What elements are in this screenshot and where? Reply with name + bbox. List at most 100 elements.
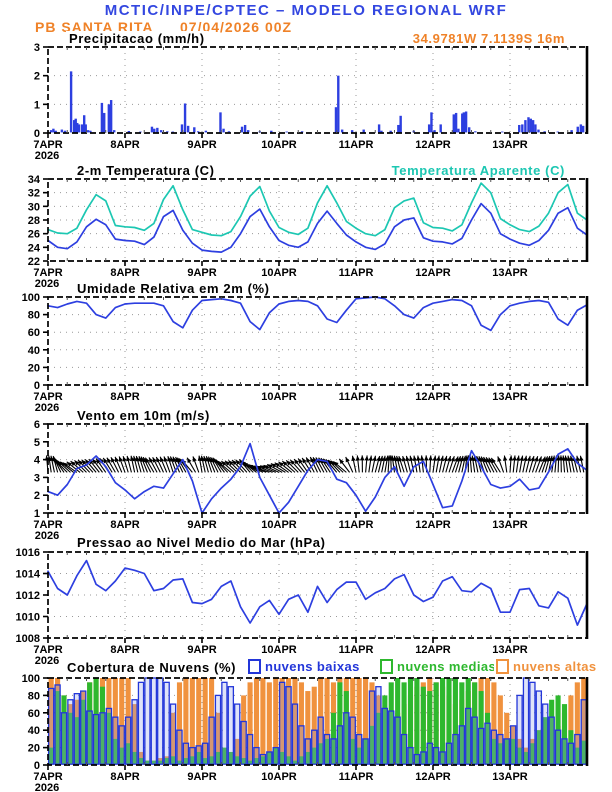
svg-text:7APR: 7APR — [33, 267, 62, 279]
svg-text:13APR: 13APR — [492, 267, 528, 279]
legend-item-high-clouds: nuvens altas — [494, 659, 599, 674]
svg-text:32: 32 — [28, 188, 40, 200]
svg-text:12APR: 12APR — [415, 391, 451, 403]
svg-text:13APR: 13APR — [492, 391, 528, 403]
humidity-series — [47, 296, 588, 332]
panel-title-pressure: Pressao ao Nivel Medio do Mar (hPa) — [74, 535, 329, 550]
svg-text:7APR: 7APR — [33, 139, 62, 151]
svg-text:10APR: 10APR — [261, 267, 297, 279]
panel-humidity: 0 20 40 60 80 100 7APR 8APR 9APR 10APR 11APR 12APR 1… — [22, 292, 589, 414]
svg-text:6: 6 — [34, 419, 40, 431]
svg-text:2026: 2026 — [35, 278, 59, 290]
panel-precipitation: 0 1 2 3 7APR 8APR 9APR 10APR 11APR 12APR 13APR 2026 — [33, 42, 589, 162]
svg-text:11APR: 11APR — [339, 771, 374, 783]
svg-text:8APR: 8APR — [110, 391, 139, 403]
svg-text:10APR: 10APR — [261, 771, 297, 783]
svg-text:28: 28 — [28, 215, 40, 227]
panel-cloud_cover: 0 20 40 60 80 100 7APR 8APR 9APR 10APR 11APR 12APR 1… — [22, 673, 589, 792]
panel-wind: 1 2 3 4 5 6 7APR 8APR 9APR 10APR 11APR 12APR 13APR 20… — [33, 419, 589, 542]
pressure-series — [47, 559, 588, 626]
svg-text:2026: 2026 — [35, 402, 59, 414]
legend-item-mid-clouds: nuvens medias — [378, 659, 499, 674]
svg-text:1: 1 — [34, 508, 40, 520]
svg-text:34: 34 — [28, 174, 41, 186]
svg-text:8APR: 8APR — [110, 139, 139, 151]
svg-text:13APR: 13APR — [492, 139, 528, 151]
svg-text:2026: 2026 — [35, 782, 59, 792]
svg-text:9APR: 9APR — [187, 644, 216, 656]
svg-text:20: 20 — [28, 743, 40, 755]
svg-text:7APR: 7APR — [33, 519, 62, 531]
legend-label-low-clouds: nuvens baixas — [265, 659, 360, 674]
svg-text:0: 0 — [34, 128, 40, 140]
run-datetime: 07/04/2026 00Z — [180, 19, 293, 35]
svg-text:40: 40 — [28, 725, 40, 737]
low-clouds-swatch-icon — [248, 659, 261, 674]
svg-text:11APR: 11APR — [339, 519, 374, 531]
svg-text:7APR: 7APR — [33, 391, 62, 403]
svg-text:12APR: 12APR — [415, 771, 451, 783]
high-clouds-swatch-icon — [496, 659, 509, 674]
svg-text:9APR: 9APR — [187, 139, 216, 151]
svg-text:7APR: 7APR — [33, 644, 62, 656]
svg-text:22: 22 — [28, 256, 40, 268]
precipitation-series — [49, 71, 585, 133]
svg-text:9APR: 9APR — [187, 391, 216, 403]
svg-text:3: 3 — [34, 472, 40, 484]
svg-text:40: 40 — [28, 345, 40, 357]
svg-text:1016: 1016 — [16, 547, 40, 559]
svg-text:8APR: 8APR — [110, 644, 139, 656]
svg-text:9APR: 9APR — [187, 771, 216, 783]
svg-text:0: 0 — [34, 380, 40, 392]
svg-text:10APR: 10APR — [261, 519, 297, 531]
svg-text:100: 100 — [22, 292, 40, 304]
svg-text:4: 4 — [34, 455, 41, 467]
svg-text:11APR: 11APR — [339, 391, 374, 403]
svg-text:11APR: 11APR — [339, 267, 374, 279]
panel-pressure: 1008 1010 1012 1014 1016 7APR 8APR 9APR 10APR 11A… — [16, 547, 589, 667]
panel-title-apparent-temperature: Temperatura Aparente (C) — [348, 163, 567, 178]
wind-series — [44, 442, 588, 514]
svg-text:7APR: 7APR — [33, 771, 62, 783]
temperature-series — [47, 182, 588, 253]
svg-text:80: 80 — [28, 310, 40, 322]
svg-text:1: 1 — [34, 99, 40, 111]
svg-text:12APR: 12APR — [415, 139, 451, 151]
svg-text:80: 80 — [28, 690, 40, 702]
svg-text:9APR: 9APR — [187, 267, 216, 279]
svg-text:2026: 2026 — [35, 655, 59, 667]
svg-text:2: 2 — [34, 490, 40, 502]
svg-text:8APR: 8APR — [110, 519, 139, 531]
svg-text:13APR: 13APR — [492, 519, 528, 531]
legend-label-mid-clouds: nuvens medias — [397, 659, 497, 674]
svg-text:24: 24 — [28, 242, 41, 254]
svg-text:100: 100 — [22, 673, 40, 685]
cloud_cover-series — [47, 677, 587, 765]
svg-text:1012: 1012 — [16, 590, 40, 602]
svg-text:9APR: 9APR — [187, 519, 216, 531]
svg-text:12APR: 12APR — [415, 267, 451, 279]
panel-title-humidity: Umidade Relativa em 2m (%) — [74, 281, 273, 296]
svg-text:10APR: 10APR — [261, 139, 297, 151]
svg-text:2026: 2026 — [35, 150, 59, 162]
panel-title-wind: Vento em 10m (m/s) — [74, 408, 213, 423]
svg-text:0: 0 — [34, 760, 40, 772]
svg-text:11APR: 11APR — [339, 139, 374, 151]
panel-title-cloud-cover: Cobertura de Nuvens (%) — [64, 660, 240, 675]
svg-text:26: 26 — [28, 229, 40, 241]
svg-text:1008: 1008 — [16, 633, 40, 645]
mid-clouds-swatch-icon — [380, 659, 393, 674]
svg-text:10APR: 10APR — [261, 391, 297, 403]
svg-text:1014: 1014 — [16, 569, 41, 581]
panel-title-precipitation: Precipitacao (mm/h) — [66, 31, 208, 46]
svg-text:30: 30 — [28, 201, 40, 213]
svg-text:13APR: 13APR — [492, 644, 528, 656]
svg-text:12APR: 12APR — [415, 519, 451, 531]
svg-text:10APR: 10APR — [261, 644, 297, 656]
svg-text:13APR: 13APR — [492, 771, 528, 783]
legend-item-low-clouds: nuvens baixas — [246, 659, 362, 674]
station-coordinates: 34.9781W 7.1139S 16m — [348, 31, 567, 46]
model-title: MCTIC/INPE/CPTEC – MODELO REGIONAL WRF — [104, 2, 508, 19]
